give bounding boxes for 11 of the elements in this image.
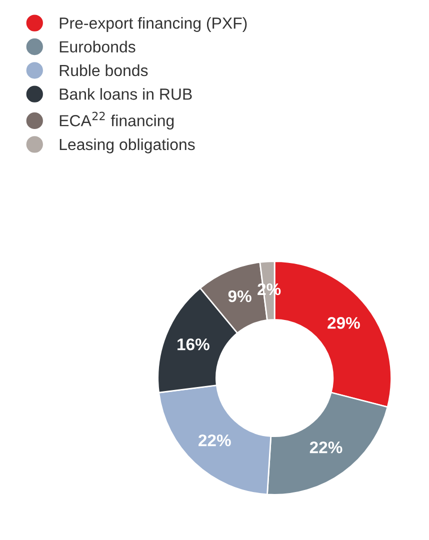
legend-label: Ruble bonds bbox=[60, 64, 148, 76]
legend-label: ECA$^{22}$ financing bbox=[60, 112, 174, 130]
legend-label: Pre-export financing (PXF) bbox=[60, 17, 247, 32]
data-label: 22% bbox=[198, 434, 231, 446]
legend-label: Leasing obligations bbox=[60, 138, 195, 154]
data-label: 22% bbox=[310, 441, 342, 454]
data-label: 9% bbox=[228, 290, 252, 302]
data-label: 16% bbox=[178, 338, 210, 350]
legend-label: Bank loans in RUB bbox=[60, 88, 192, 100]
legend-label: Eurobonds bbox=[60, 40, 136, 52]
data-label: 29% bbox=[328, 317, 360, 329]
